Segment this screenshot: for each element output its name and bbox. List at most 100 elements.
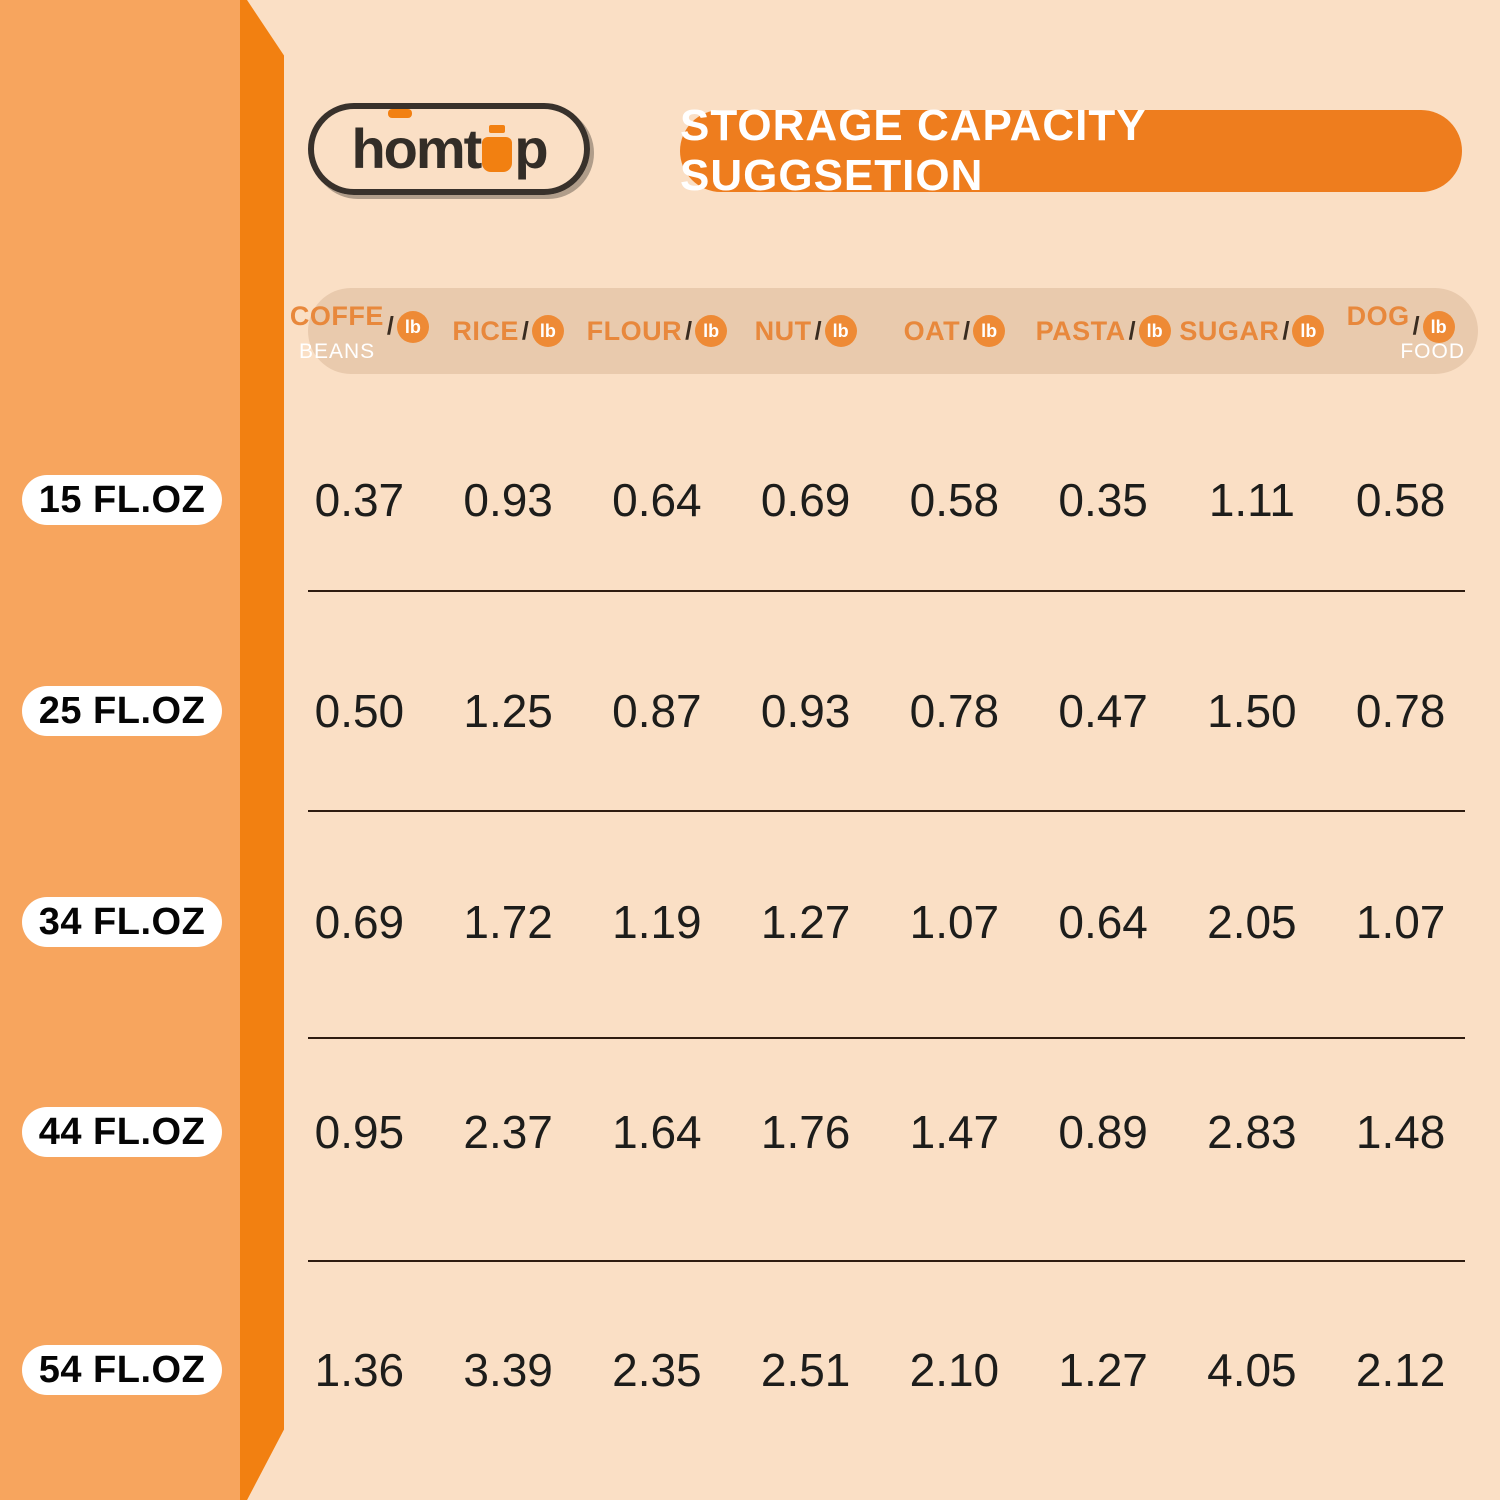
- cell-value: 0.69: [760, 474, 851, 526]
- logo-letter-o-macron: o: [383, 109, 418, 180]
- cell-value: 1.07: [909, 896, 1000, 948]
- size-pill-25oz: 25 FL.OZ: [22, 686, 222, 736]
- cell-value: 1.48: [1355, 1106, 1446, 1158]
- cell-value: 0.47: [1058, 685, 1148, 737]
- cell-value: 2.37: [463, 1106, 553, 1158]
- logo-letter: h: [351, 117, 385, 180]
- cell-value: 1.76: [760, 1106, 851, 1158]
- cell-value: 0.95: [314, 1106, 405, 1158]
- table-row-54oz: 1.36 3.39 2.35 2.51 2.10 1.27 4.05 2.12: [285, 1325, 1475, 1415]
- cell-value: 2.35: [612, 1344, 702, 1396]
- cell-value: 0.93: [760, 685, 851, 737]
- brand-logo-wordmark: h o mt p: [351, 109, 549, 180]
- lb-unit-badge: lb: [1422, 310, 1455, 343]
- cell-value: 0.37: [314, 474, 405, 526]
- table-row-25oz: 0.50 1.25 0.87 0.93 0.78 0.47 1.50 0.78: [285, 666, 1475, 756]
- cell-value: 0.87: [612, 685, 702, 737]
- column-label: RICE: [452, 315, 519, 346]
- size-pill-54oz: 54 FL.OZ: [22, 1345, 222, 1395]
- cell-value: 0.78: [1355, 685, 1446, 737]
- column-sublabel: BEANS: [299, 339, 376, 363]
- lb-unit-badge: lb: [824, 315, 857, 347]
- cell-value: 1.50: [1207, 685, 1297, 737]
- left-accent-band: [0, 0, 240, 1500]
- cell-value: 1.27: [1058, 1344, 1148, 1396]
- logo-letter: p: [514, 117, 548, 180]
- jar-icon: [482, 124, 513, 174]
- cell-value: 2.12: [1355, 1344, 1446, 1396]
- row-divider: [308, 1260, 1465, 1262]
- lb-unit-badge: lb: [695, 315, 728, 347]
- cell-value: 4.05: [1207, 1344, 1297, 1396]
- lb-unit-badge: lb: [396, 310, 429, 343]
- cell-value: 2.05: [1207, 896, 1297, 948]
- cell-value: 2.10: [909, 1344, 1000, 1396]
- size-pill-44oz: 44 FL.OZ: [22, 1107, 222, 1157]
- cell-value: 2.51: [760, 1344, 851, 1396]
- jar-body-icon: [482, 137, 513, 172]
- column-sublabel: FOOD: [1400, 339, 1465, 363]
- unit-separator: /: [1412, 312, 1420, 340]
- column-label: FLOUR: [586, 315, 683, 346]
- cell-value: 1.47: [909, 1106, 1000, 1158]
- row-divider: [308, 810, 1465, 812]
- unit-separator: /: [1128, 316, 1136, 345]
- cell-value: 1.72: [463, 896, 553, 948]
- unit-separator: /: [814, 316, 822, 345]
- unit-separator: /: [1282, 316, 1290, 345]
- column-header-coffee-beans: COFFE / lb BEANS: [285, 301, 434, 362]
- column-label: PASTA: [1035, 315, 1126, 346]
- unit-separator: /: [685, 316, 693, 345]
- lb-unit-badge: lb: [531, 315, 564, 347]
- cell-value: 0.58: [909, 474, 1000, 526]
- table-row-34oz: 0.69 1.72 1.19 1.27 1.07 0.64 2.05 1.07: [285, 877, 1475, 967]
- column-label: COFFE: [289, 301, 384, 331]
- column-label: SUGAR: [1179, 315, 1280, 346]
- table-header-strip: [308, 288, 1478, 374]
- cell-value: 1.25: [463, 685, 553, 737]
- title-banner: STORAGE CAPACITY SUGGSETION: [680, 101, 1462, 200]
- column-header-nut: NUT / lb: [731, 315, 880, 347]
- column-header-rice: RICE / lb: [434, 315, 583, 347]
- column-label: NUT: [754, 315, 812, 346]
- cell-value: 0.78: [909, 685, 1000, 737]
- column-header-pasta: PASTA / lb: [1029, 315, 1178, 347]
- brand-logo: h o mt p: [308, 103, 590, 195]
- cell-value: 0.93: [463, 474, 553, 526]
- row-divider: [308, 1037, 1465, 1039]
- cell-value: 0.89: [1058, 1106, 1148, 1158]
- cell-value: 1.64: [612, 1106, 702, 1158]
- cell-value: 1.19: [612, 896, 702, 948]
- table-header-row: COFFE / lb BEANS RICE / lb FLOUR / lb NUT / lb O…: [285, 288, 1475, 374]
- column-header-dog-food: DOG / lb FOOD: [1326, 301, 1475, 362]
- unit-separator: /: [963, 316, 971, 345]
- jar-lid-icon: [489, 125, 506, 133]
- column-header-flour: FLOUR / lb: [583, 315, 732, 347]
- cell-value: 0.35: [1058, 474, 1148, 526]
- cell-value: 1.11: [1208, 474, 1295, 526]
- column-header-oat: OAT / lb: [880, 315, 1029, 347]
- cell-value: 0.69: [314, 896, 405, 948]
- cell-value: 1.07: [1355, 896, 1446, 948]
- column-header-sugar: SUGAR / lb: [1178, 315, 1327, 347]
- lb-unit-badge: lb: [1138, 315, 1171, 347]
- lb-unit-badge: lb: [973, 315, 1006, 347]
- cell-value: 1.27: [760, 896, 851, 948]
- cell-value: 0.64: [612, 474, 702, 526]
- page-title: STORAGE CAPACITY SUGGSETION: [680, 101, 1146, 200]
- lb-unit-badge: lb: [1292, 315, 1325, 347]
- unit-separator: /: [386, 312, 394, 340]
- cell-value: 0.50: [314, 685, 405, 737]
- logo-letter: mt: [415, 117, 482, 180]
- cell-value: 2.83: [1207, 1106, 1297, 1158]
- column-label: DOG: [1346, 301, 1410, 331]
- table-row-44oz: 0.95 2.37 1.64 1.76 1.47 0.89 2.83 1.48: [285, 1087, 1475, 1177]
- cell-value: 0.58: [1355, 474, 1446, 526]
- column-label: OAT: [903, 315, 961, 346]
- unit-separator: /: [521, 316, 529, 345]
- row-divider: [308, 590, 1465, 592]
- cell-value: 1.36: [314, 1344, 405, 1396]
- size-pill-15oz: 15 FL.OZ: [22, 475, 222, 525]
- cell-value: 3.39: [463, 1344, 553, 1396]
- left-accent-fold: [240, 0, 284, 1500]
